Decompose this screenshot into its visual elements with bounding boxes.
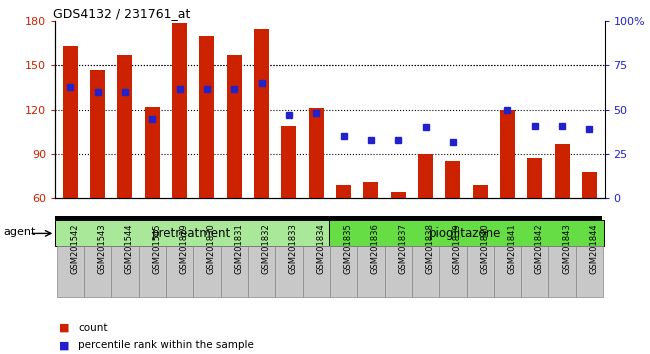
Bar [172,23,187,198]
FancyBboxPatch shape [494,246,521,297]
Text: GSM201545: GSM201545 [152,223,161,274]
Text: GSM201543: GSM201543 [98,223,107,274]
Bar [445,161,460,198]
Text: GSM201829: GSM201829 [179,223,188,274]
Text: percentile rank within the sample: percentile rank within the sample [78,341,254,350]
Text: GSM201832: GSM201832 [261,223,270,274]
Text: agent: agent [3,227,36,237]
FancyBboxPatch shape [55,216,602,221]
FancyBboxPatch shape [439,246,467,297]
Bar [90,70,105,198]
Text: pretreatment: pretreatment [152,227,231,240]
Text: ■: ■ [58,323,69,333]
FancyBboxPatch shape [275,246,302,297]
Text: count: count [78,323,107,333]
Text: GSM201542: GSM201542 [70,223,79,274]
FancyBboxPatch shape [358,246,385,297]
Text: GSM201544: GSM201544 [125,223,134,274]
FancyBboxPatch shape [521,246,549,297]
Bar [391,192,406,198]
FancyBboxPatch shape [330,246,358,297]
FancyBboxPatch shape [385,246,412,297]
Bar [63,46,78,198]
Bar [254,29,269,198]
Text: GSM201837: GSM201837 [398,223,407,274]
Text: GSM201831: GSM201831 [234,223,243,274]
FancyBboxPatch shape [57,246,84,297]
Text: pioglitazone: pioglitazone [429,227,501,240]
FancyBboxPatch shape [412,246,439,297]
FancyBboxPatch shape [467,246,494,297]
FancyBboxPatch shape [138,246,166,297]
Bar [145,107,160,198]
FancyBboxPatch shape [549,246,576,297]
Text: GSM201835: GSM201835 [344,223,352,274]
FancyBboxPatch shape [302,246,330,297]
Text: GSM201838: GSM201838 [426,223,434,274]
Text: GSM201843: GSM201843 [562,223,571,274]
Bar [500,110,515,198]
Text: GDS4132 / 231761_at: GDS4132 / 231761_at [53,7,190,20]
Bar [363,182,378,198]
FancyBboxPatch shape [84,246,111,297]
Bar [118,55,133,198]
FancyBboxPatch shape [111,246,138,297]
Text: GSM201840: GSM201840 [480,223,489,274]
Text: ■: ■ [58,341,69,350]
FancyBboxPatch shape [220,246,248,297]
Text: GSM201844: GSM201844 [590,223,599,274]
FancyBboxPatch shape [248,246,275,297]
Text: GSM201836: GSM201836 [371,223,380,274]
FancyBboxPatch shape [55,221,328,246]
Bar [527,159,542,198]
Bar [554,144,569,198]
Text: GSM201842: GSM201842 [535,223,544,274]
FancyBboxPatch shape [328,221,604,246]
Bar [309,108,324,198]
Text: GSM201834: GSM201834 [316,223,325,274]
Bar [418,154,433,198]
FancyBboxPatch shape [193,246,220,297]
FancyBboxPatch shape [166,246,193,297]
Text: GSM201830: GSM201830 [207,223,216,274]
Bar [281,126,296,198]
Text: GSM201841: GSM201841 [508,223,517,274]
Bar [473,185,488,198]
Bar [227,55,242,198]
Text: GSM201833: GSM201833 [289,223,298,274]
Bar [582,172,597,198]
FancyBboxPatch shape [576,246,603,297]
Bar [336,185,351,198]
Bar [200,36,214,198]
Text: GSM201839: GSM201839 [453,223,462,274]
